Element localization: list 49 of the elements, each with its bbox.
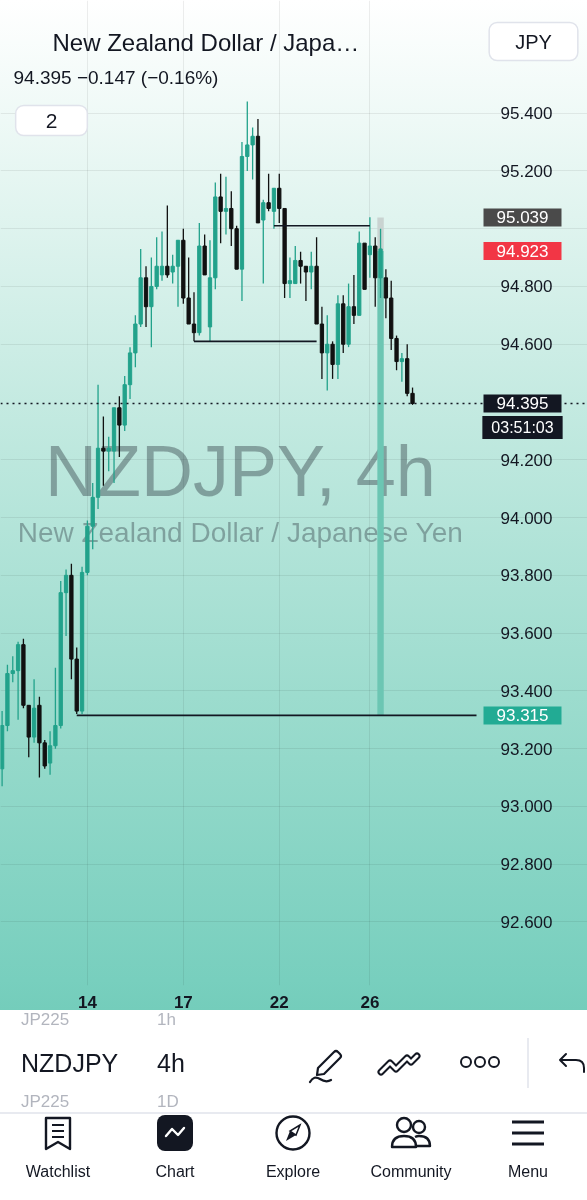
x-tick-label: 14 [77,992,98,1012]
text: NZDJPY [21,1048,119,1078]
y-tick-label: 94.600 [500,335,553,355]
text: Watchlist [25,1162,91,1182]
text: 1h [157,1010,176,1031]
text: 94.395 −0.147 (−0.16%) [13,67,219,88]
y-tick-label: 93.600 [500,624,553,644]
x-tick-label: 26 [360,992,380,1012]
text: JP225 [21,1010,70,1031]
y-tick-label: 93.400 [500,681,553,701]
text: 1D [157,1092,179,1113]
x-tick-label: 17 [173,992,193,1012]
x-tick-label: 22 [269,992,289,1012]
candlestick [223,176,229,236]
y-tick-label: 94.800 [500,277,553,297]
y-tick-label: 93.200 [500,739,553,759]
y-tick-label: 94.000 [500,508,553,528]
text: 95.039 [496,208,549,228]
text: Community [370,1162,452,1182]
y-tick-label: 94.200 [500,450,553,470]
candlestick [351,274,357,325]
candlestick [325,314,330,392]
text: 4h [157,1048,185,1078]
text: Chart [155,1162,195,1182]
candlestick [309,251,314,291]
text: 03:51:03 [491,418,554,436]
candlestick [218,173,223,244]
text: JP225 [21,1092,70,1113]
y-tick-label: 92.800 [500,855,553,875]
candlestick [266,173,271,213]
y-tick-label: 95.200 [500,161,553,181]
text: JPY [515,30,552,53]
ref-line-label: 94.395 [496,394,549,414]
text: 93.315 [496,706,549,726]
candlestick [165,204,170,279]
candlestick [399,352,405,383]
text: New Zealand Dollar / Japa… [52,29,360,56]
candlestick [367,216,373,279]
y-tick-label: 93.800 [500,566,553,586]
y-tick-label: 92.600 [500,912,553,932]
candlestick [271,187,277,230]
text: 94.923 [496,241,549,261]
annotation: 2 [45,108,58,132]
candlestick [330,340,335,380]
y-tick-label: 93.000 [500,797,553,817]
y-tick-label: 95.400 [500,104,553,124]
text: Explore [265,1162,321,1182]
text: Menu [507,1162,549,1182]
candlestick [261,199,266,285]
